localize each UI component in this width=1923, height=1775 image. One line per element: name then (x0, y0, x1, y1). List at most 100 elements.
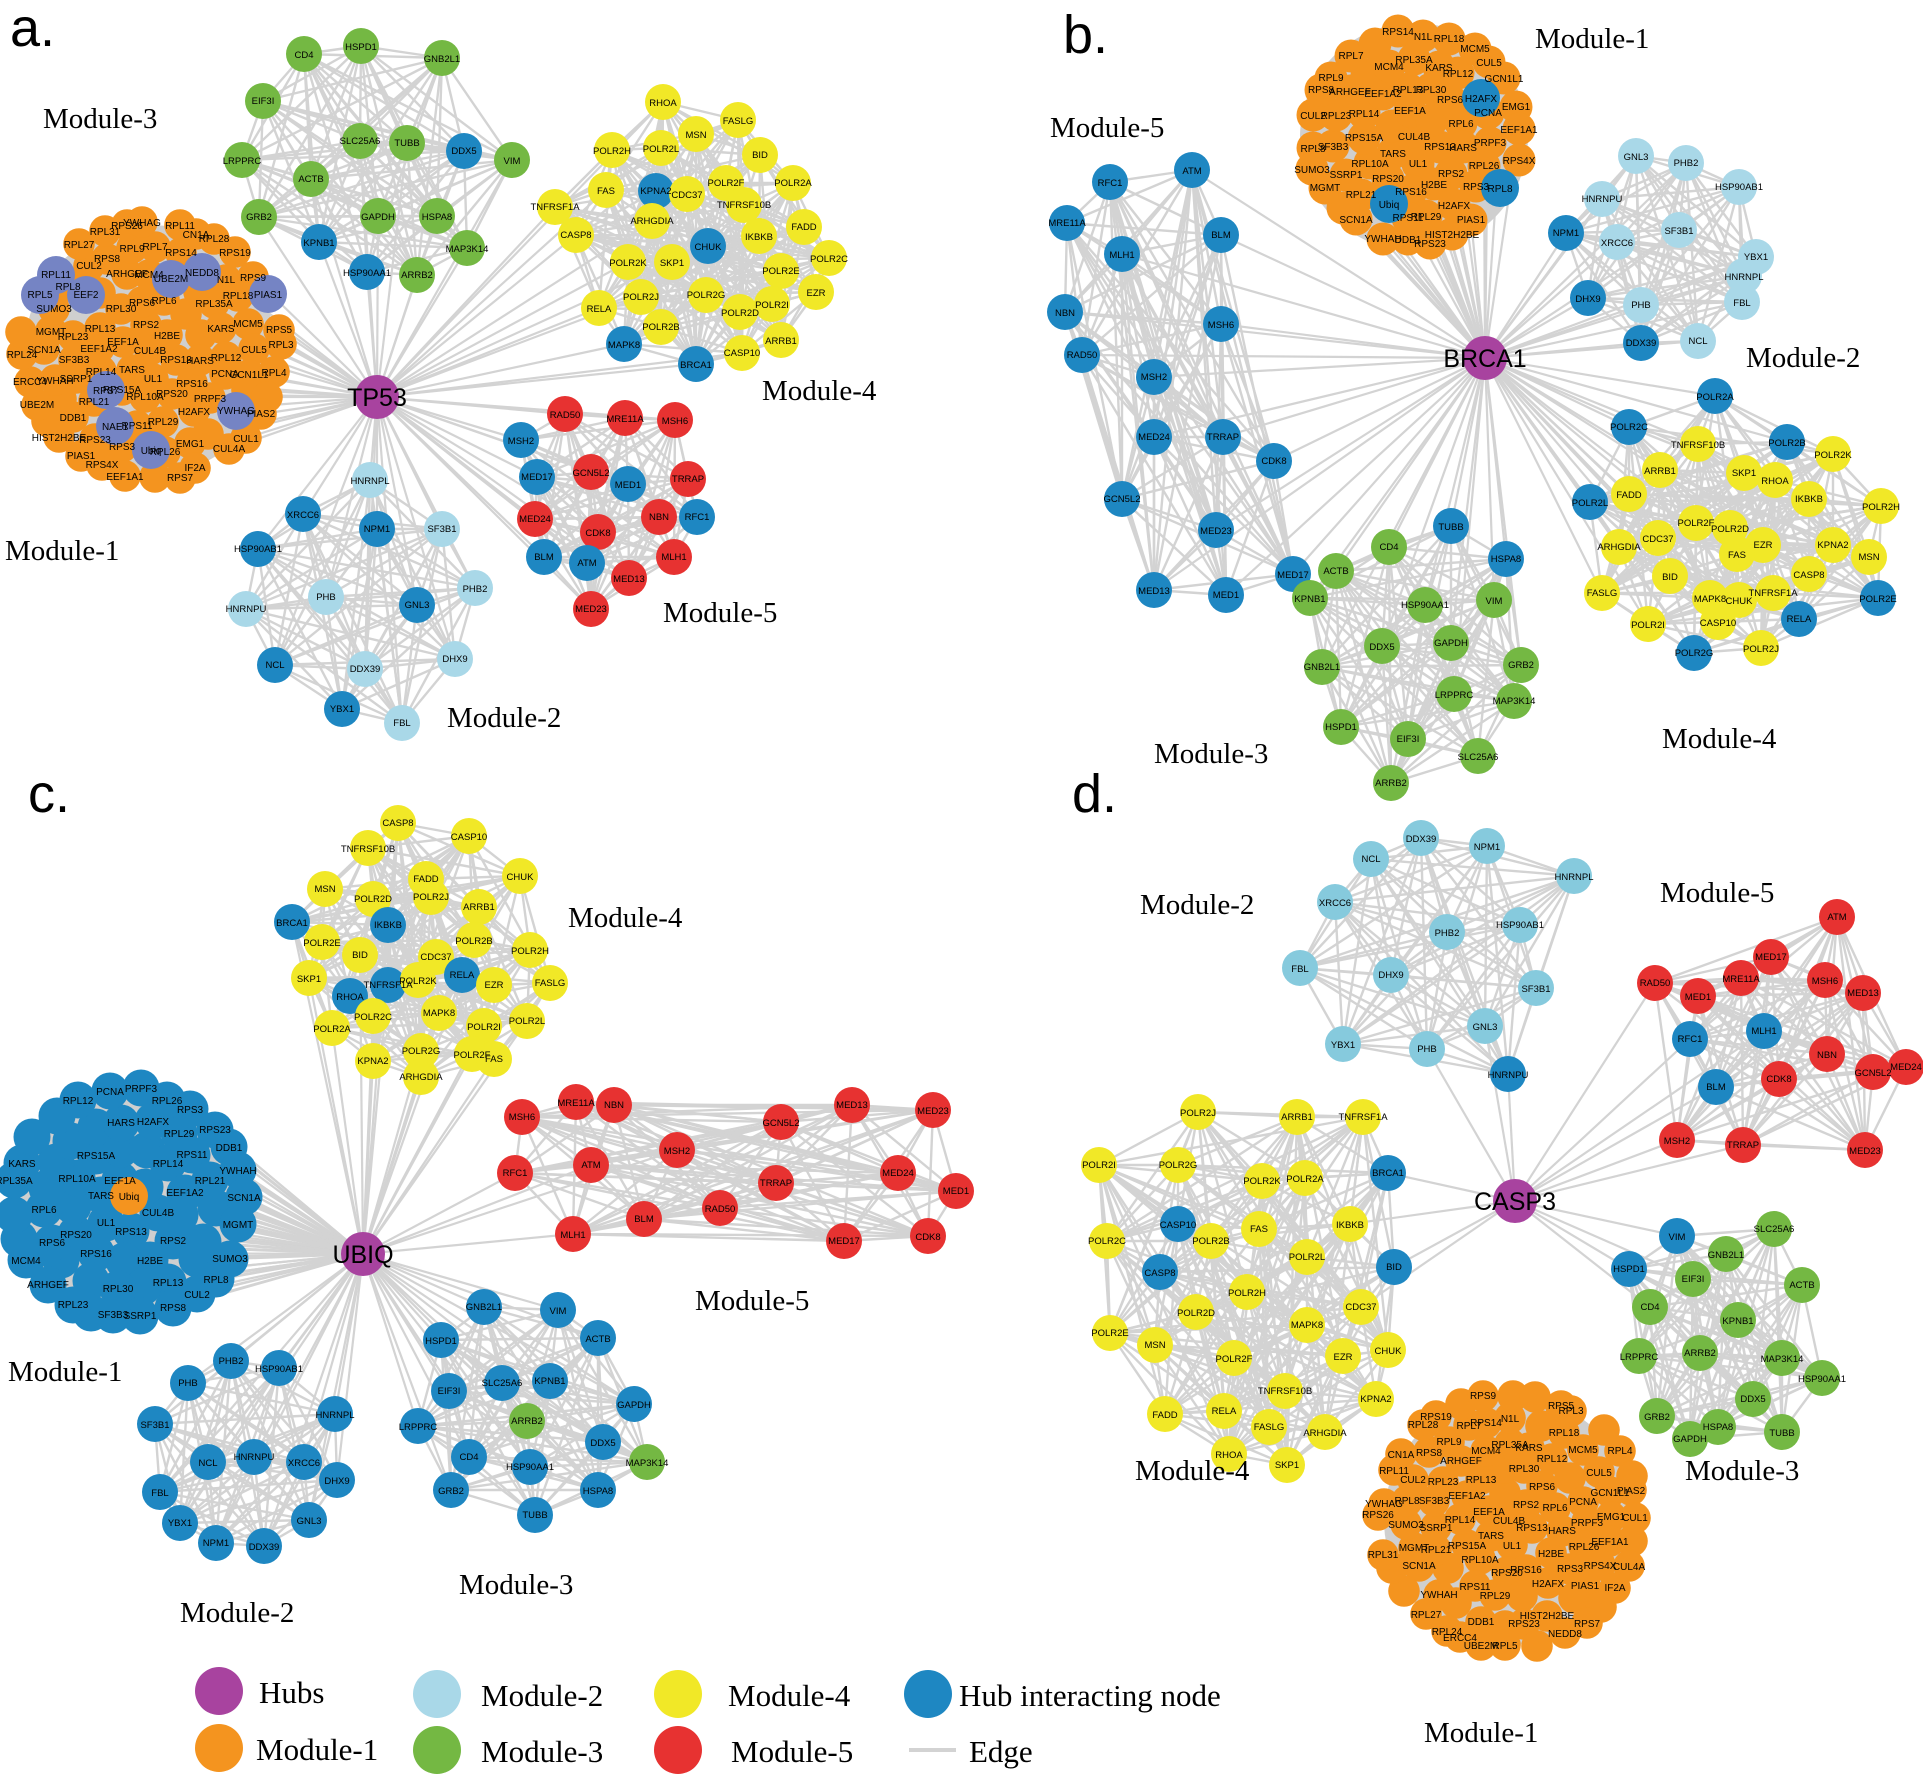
svg-text:KPNA2: KPNA2 (1817, 540, 1848, 551)
svg-text:MLH1: MLH1 (560, 1230, 585, 1241)
svg-text:RPL9: RPL9 (1436, 1437, 1461, 1448)
svg-text:TNFRSF10B: TNFRSF10B (1258, 1386, 1312, 1397)
svg-text:RPS9: RPS9 (1470, 1391, 1497, 1402)
svg-text:GNL3: GNL3 (405, 600, 430, 611)
svg-text:RPS16: RPS16 (1510, 1565, 1542, 1576)
svg-text:RPS2: RPS2 (1438, 169, 1465, 180)
svg-text:RPL18: RPL18 (223, 291, 254, 302)
svg-text:N1L: N1L (1414, 32, 1433, 43)
svg-text:MGMT: MGMT (1310, 183, 1341, 194)
svg-text:GCN5L2: GCN5L2 (763, 1118, 800, 1129)
svg-text:Module-5: Module-5 (663, 597, 777, 629)
svg-text:ATM: ATM (577, 558, 596, 569)
svg-text:PHB: PHB (1417, 1044, 1437, 1055)
svg-text:Module-1: Module-1 (8, 1356, 122, 1388)
svg-text:YBX1: YBX1 (1331, 1040, 1355, 1051)
svg-text:SUMO3: SUMO3 (212, 1254, 248, 1265)
svg-text:ARHGDIA: ARHGDIA (1597, 542, 1641, 553)
svg-text:ARRB1: ARRB1 (765, 336, 797, 347)
svg-text:RFC1: RFC1 (1098, 178, 1123, 189)
svg-text:POLR2G: POLR2G (1675, 648, 1714, 659)
svg-text:RPS5: RPS5 (1548, 1401, 1575, 1412)
svg-text:RELA: RELA (450, 970, 475, 981)
svg-text:ARRB2: ARRB2 (401, 270, 433, 281)
svg-text:RPS15A: RPS15A (1448, 1541, 1487, 1552)
svg-text:POLR2H: POLR2H (1862, 502, 1900, 513)
svg-text:DDX5: DDX5 (1740, 1394, 1765, 1405)
svg-text:HSP90AB1: HSP90AB1 (1496, 920, 1544, 931)
svg-text:HNRNPU: HNRNPU (226, 604, 267, 615)
svg-text:MED1: MED1 (615, 480, 641, 491)
svg-text:IKBKB: IKBKB (1336, 1220, 1364, 1231)
svg-text:CN1A: CN1A (1388, 1450, 1415, 1461)
svg-text:YBX1: YBX1 (1744, 252, 1768, 263)
svg-text:UL1: UL1 (97, 1218, 116, 1229)
svg-text:XRCC6: XRCC6 (1319, 898, 1351, 909)
svg-text:GAPDH: GAPDH (617, 1400, 651, 1411)
svg-text:MSH2: MSH2 (1664, 1136, 1690, 1147)
svg-text:RPL14: RPL14 (86, 367, 117, 378)
svg-text:CASP10: CASP10 (451, 832, 487, 843)
svg-text:RPL21: RPL21 (1346, 190, 1377, 201)
svg-text:POLR2B: POLR2B (1192, 1236, 1230, 1247)
svg-text:VIM: VIM (1486, 596, 1503, 607)
svg-text:DDB1: DDB1 (60, 413, 87, 424)
svg-text:RPS3: RPS3 (177, 1105, 204, 1116)
svg-text:CDK8: CDK8 (1766, 1074, 1791, 1085)
svg-text:RPS19: RPS19 (1420, 1412, 1452, 1423)
svg-text:HNRNPU: HNRNPU (1582, 194, 1623, 205)
svg-text:NCL: NCL (198, 1458, 217, 1469)
svg-text:FADD: FADD (1152, 1410, 1177, 1421)
svg-text:RPS20: RPS20 (156, 389, 188, 400)
svg-text:POLR2L: POLR2L (509, 1016, 545, 1027)
svg-text:RPL3: RPL3 (1558, 1406, 1583, 1417)
svg-text:HSP90AB1: HSP90AB1 (1715, 182, 1763, 193)
svg-text:RPL4: RPL4 (261, 368, 286, 379)
svg-text:DDB1: DDB1 (1468, 1617, 1495, 1628)
svg-text:POLR2H: POLR2H (1228, 1288, 1266, 1299)
svg-text:RPL8: RPL8 (1394, 1496, 1419, 1507)
svg-text:Module-4: Module-4 (568, 902, 683, 934)
svg-text:RPS6: RPS6 (1529, 1482, 1556, 1493)
svg-text:HSP90AB1: HSP90AB1 (255, 1364, 303, 1375)
svg-text:HSPD1: HSPD1 (1613, 1264, 1645, 1275)
svg-text:CASP10: CASP10 (724, 348, 760, 359)
svg-text:CHUK: CHUK (507, 872, 535, 883)
svg-text:VIM: VIM (1669, 1232, 1686, 1243)
svg-text:MLH1: MLH1 (661, 552, 686, 563)
svg-text:GAPDH: GAPDH (1673, 1434, 1707, 1445)
svg-text:CHUK: CHUK (1375, 1346, 1403, 1357)
svg-text:HNRNPL: HNRNPL (315, 1410, 354, 1421)
svg-text:RPL12: RPL12 (211, 353, 242, 364)
svg-text:POLR2G: POLR2G (687, 290, 726, 301)
svg-text:CASP8: CASP8 (382, 818, 413, 829)
svg-text:FADD: FADD (413, 874, 438, 885)
svg-text:N1L: N1L (1501, 1414, 1520, 1425)
svg-text:RPL18: RPL18 (1434, 34, 1465, 45)
svg-text:RAD50: RAD50 (1640, 978, 1671, 989)
svg-text:Module-4: Module-4 (762, 375, 877, 407)
svg-text:DDB1: DDB1 (216, 1143, 243, 1154)
svg-text:RPL14: RPL14 (153, 1159, 184, 1170)
svg-text:POLR2G: POLR2G (1159, 1160, 1198, 1171)
svg-text:GNB2L1: GNB2L1 (424, 54, 460, 65)
svg-text:Ubiq: Ubiq (119, 1192, 140, 1203)
svg-text:GNL3: GNL3 (297, 1516, 322, 1527)
svg-text:EEF1A2: EEF1A2 (1364, 89, 1402, 100)
svg-text:PCNA: PCNA (96, 1087, 124, 1098)
svg-text:TRRAP: TRRAP (1207, 432, 1239, 443)
svg-text:GAPDH: GAPDH (1434, 638, 1468, 649)
svg-text:RPS7: RPS7 (167, 473, 194, 484)
svg-text:KARS: KARS (8, 1159, 36, 1170)
svg-text:VIM: VIM (550, 1306, 567, 1317)
svg-text:PIAS2: PIAS2 (247, 409, 276, 420)
svg-text:RPS7: RPS7 (1574, 1619, 1601, 1630)
svg-text:HSPD1: HSPD1 (1325, 722, 1357, 733)
svg-text:Module-5: Module-5 (1660, 877, 1774, 909)
svg-text:RPL18: RPL18 (1549, 1428, 1580, 1439)
svg-text:RPS23: RPS23 (1508, 1619, 1540, 1630)
svg-text:EEF1A: EEF1A (104, 1176, 136, 1187)
svg-text:RPS14: RPS14 (1382, 27, 1414, 38)
svg-text:RPS3: RPS3 (1557, 1564, 1584, 1575)
svg-text:MAP3K14: MAP3K14 (626, 1458, 669, 1469)
